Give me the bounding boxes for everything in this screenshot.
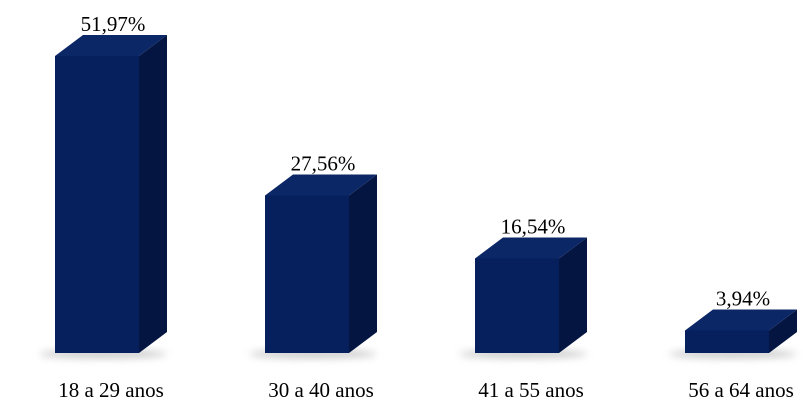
bar-front-face: [55, 56, 139, 353]
bar-front-face: [475, 258, 559, 353]
bar-top-face: [265, 174, 377, 196]
bar-side-face: [559, 237, 587, 353]
bar-side-face: [349, 174, 377, 353]
bar-top-face: [685, 309, 797, 331]
data-label: 51,97%: [81, 12, 146, 36]
category-label: 18 a 29 anos: [58, 378, 164, 402]
bar-4: [669, 309, 797, 358]
bar-front-face: [265, 195, 349, 353]
bar-2: [249, 174, 377, 358]
bar-3: [459, 237, 587, 358]
data-label: 27,56%: [291, 151, 356, 175]
bar-top-face: [475, 237, 587, 259]
category-label: 30 a 40 anos: [268, 378, 374, 402]
bar-1: [39, 35, 167, 358]
bar-front-face: [685, 330, 769, 353]
category-label: 56 a 64 anos: [688, 378, 794, 402]
data-label: 3,94%: [716, 286, 770, 310]
labels-layer: 51,97% 18 a 29 anos 27,56% 30 a 40 anos 16,5…: [58, 12, 794, 402]
bar-side-face: [769, 309, 797, 353]
data-label: 16,54%: [501, 214, 566, 238]
category-label: 41 a 55 anos: [478, 378, 584, 402]
bars-layer: [39, 35, 797, 358]
bar-side-face: [139, 35, 167, 353]
bar-top-face: [55, 35, 167, 56]
